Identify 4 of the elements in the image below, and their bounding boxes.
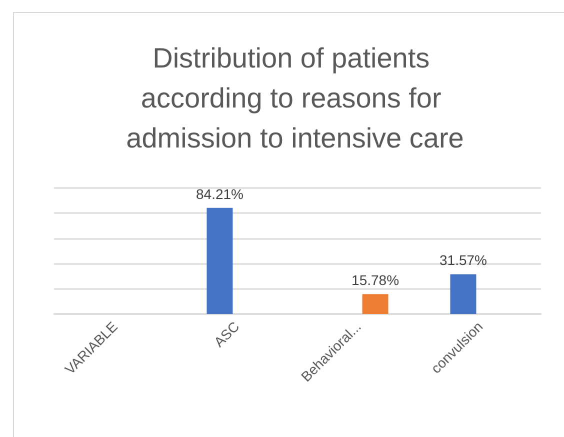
data-label: 31.57%	[439, 252, 487, 268]
chart-title: Distribution of patients according to reasons for admission to intensive care	[126, 42, 464, 154]
data-label: 84.21%	[196, 186, 244, 202]
data-label: 15.78%	[352, 272, 400, 288]
